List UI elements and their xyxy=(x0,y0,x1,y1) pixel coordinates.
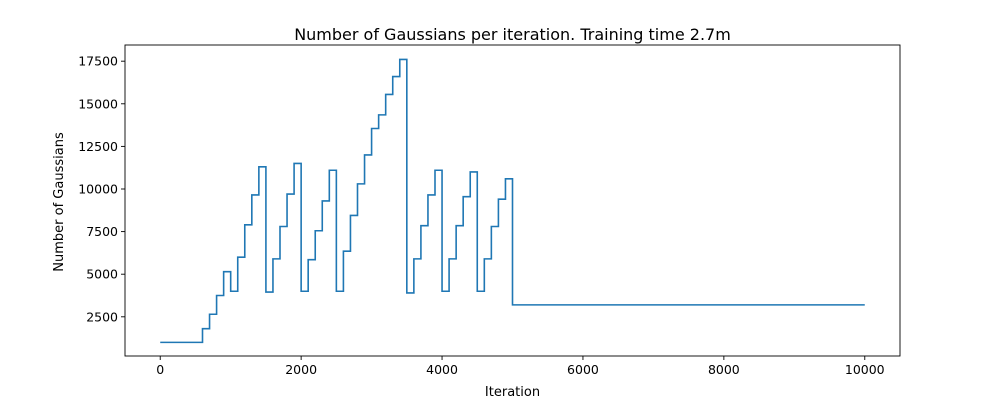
plot-area xyxy=(160,58,865,344)
y-tick-label: 17500 xyxy=(78,54,118,69)
axis-ticks: 0 2000 4000 6000 8000 10000 2500 5000 7500 10000 1… xyxy=(78,54,884,377)
y-tick-label: 2500 xyxy=(86,309,118,324)
axes-frame xyxy=(124,44,901,357)
x-tick-label: 2000 xyxy=(285,362,317,377)
y-axis-label: Number of Gaussians xyxy=(52,132,67,272)
y-tick-label: 12500 xyxy=(78,139,118,154)
x-tick-label: 8000 xyxy=(708,362,740,377)
y-tick-label: 7500 xyxy=(86,224,118,239)
x-tick-label: 10000 xyxy=(845,362,885,377)
chart-title: Number of Gaussians per iteration. Train… xyxy=(294,25,731,44)
y-tick-label: 10000 xyxy=(78,181,118,196)
y-tick-label: 15000 xyxy=(78,96,118,111)
y-tick-label: 5000 xyxy=(86,267,118,282)
x-tick-label: 4000 xyxy=(426,362,458,377)
x-tick-label: 6000 xyxy=(567,362,599,377)
x-axis-label: Iteration xyxy=(485,385,540,400)
x-tick-label: 0 xyxy=(156,362,164,377)
series-line xyxy=(160,58,865,344)
